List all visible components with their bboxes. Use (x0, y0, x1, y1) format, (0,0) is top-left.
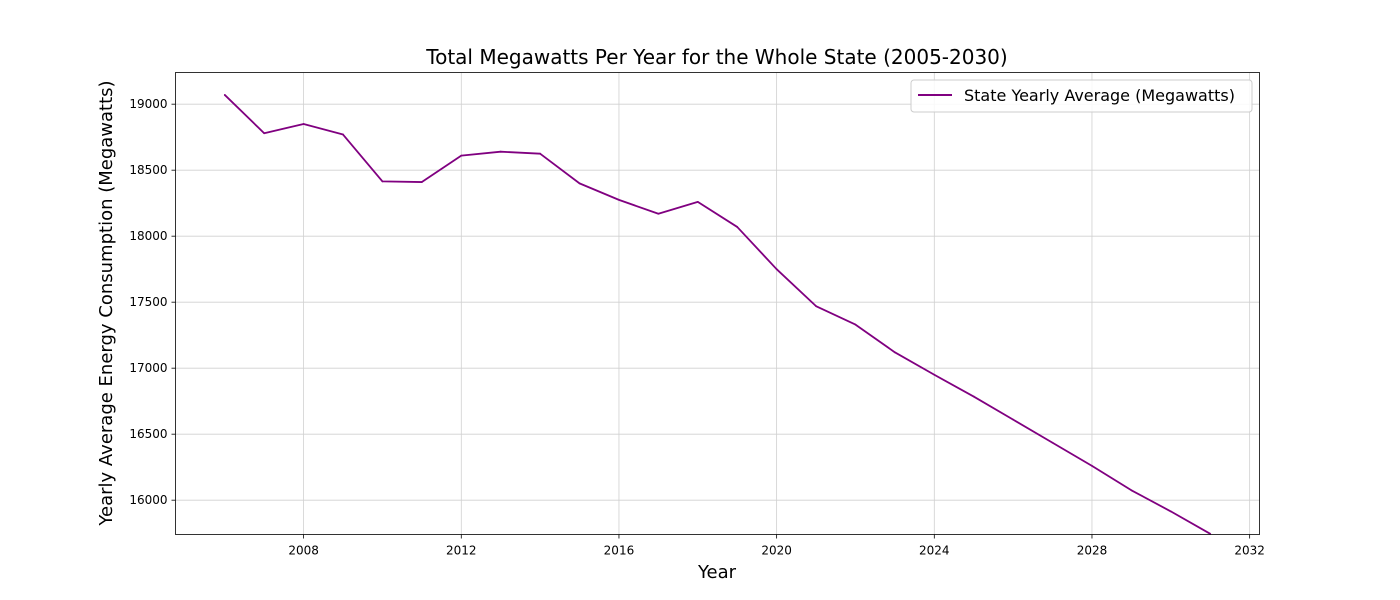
chart-title: Total Megawatts Per Year for the Whole S… (425, 45, 1007, 69)
x-tick-label: 2012 (446, 544, 477, 558)
series-line (224, 94, 1211, 535)
data-point (578, 182, 581, 185)
data-point (933, 373, 936, 376)
data-point (815, 305, 817, 308)
y-tick-label: 16500 (129, 427, 167, 441)
x-tick-label: 2032 (1234, 544, 1265, 558)
y-tick-label: 16000 (129, 493, 167, 507)
y-tick-label: 18500 (129, 163, 167, 177)
data-point (1012, 418, 1015, 421)
data-point (893, 351, 896, 354)
x-tick-label: 2008 (288, 544, 319, 558)
data-point (696, 200, 699, 203)
axis-ticks: 2008 2012 2016 2020 2024 2028 2032 16000 16500 17… (129, 97, 1265, 557)
data-point (1051, 441, 1054, 444)
y-tick-label: 18000 (129, 229, 167, 243)
x-tick-label: 2020 (761, 544, 792, 558)
data-point (302, 123, 305, 125)
data-point (499, 150, 502, 153)
data-point (1130, 489, 1133, 492)
data-point (381, 180, 384, 183)
data-point (618, 198, 620, 201)
legend: State Yearly Average (Megawatts) (910, 79, 1253, 113)
data-point (342, 133, 344, 136)
data-point (460, 154, 463, 157)
data-point (539, 152, 542, 155)
data-point (972, 395, 975, 398)
plot-frame (175, 72, 1260, 535)
data-point (775, 268, 778, 271)
data-point (736, 226, 739, 228)
data-point (854, 323, 857, 326)
legend-label: State Yearly Average (Megawatts) (964, 86, 1235, 105)
data-point (657, 212, 660, 215)
x-tick-label: 2016 (604, 544, 635, 558)
series-layer (223, 94, 1212, 535)
data-point (420, 181, 423, 183)
y-tick-label: 17500 (129, 295, 167, 309)
x-tick-label: 2028 (1077, 544, 1108, 558)
data-point (223, 94, 226, 96)
data-point (1169, 510, 1172, 513)
x-tick-label: 2024 (919, 544, 950, 558)
y-tick-label: 17000 (129, 361, 167, 375)
y-tick-label: 19000 (129, 97, 167, 111)
data-point (1091, 464, 1093, 467)
grid-lines (175, 72, 1260, 535)
legend-box (910, 79, 1253, 113)
x-axis-label: Year (697, 562, 737, 583)
data-point (263, 132, 266, 135)
y-axis-label: Yearly Average Energy Consumption (Megaw… (96, 80, 117, 526)
